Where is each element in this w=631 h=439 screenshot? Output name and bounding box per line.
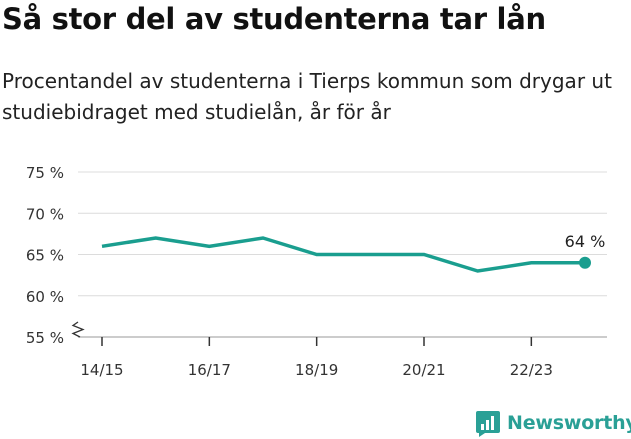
x-tick-label: 16/17	[188, 361, 231, 379]
chart-subtitle: Procentandel av studenterna i Tierps kom…	[2, 69, 612, 124]
newsworthy-logo: Newsworthy	[475, 408, 631, 438]
last-data-point	[579, 256, 591, 269]
newsworthy-logo-text: Newsworthy	[507, 412, 631, 434]
x-tick-label: 18/19	[295, 361, 338, 379]
y-tick-label: 70 %	[26, 205, 64, 223]
series-line	[101, 236, 585, 273]
line-chart: 55 % 60 % 65 % 70 % 75 % 14/15 16/17 18/19 20/21…	[26, 164, 607, 379]
x-tick-label: 22/23	[510, 361, 553, 379]
x-tick-label: 14/15	[80, 361, 123, 379]
chart-title: Så stor del av studenterna tar lån	[2, 2, 546, 36]
x-tick-label: 20/21	[402, 361, 445, 379]
axis-break-icon	[71, 321, 85, 338]
y-tick-label: 65 %	[26, 247, 64, 265]
y-tick-label: 55 %	[26, 329, 64, 347]
newsworthy-logo-icon	[476, 411, 500, 437]
y-tick-label: 60 %	[26, 288, 64, 306]
y-tick-label: 75 %	[26, 164, 64, 182]
last-value-label: 64 %	[565, 232, 606, 251]
